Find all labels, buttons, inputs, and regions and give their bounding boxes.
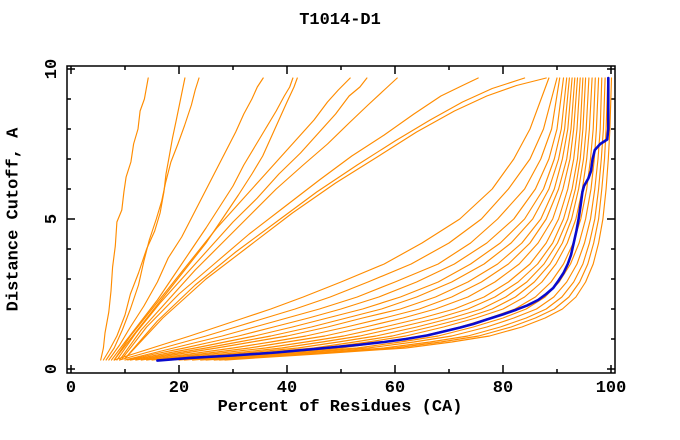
model-curve — [200, 77, 600, 361]
model-curve — [224, 77, 613, 361]
model-curve — [170, 77, 587, 361]
model-curve — [135, 77, 570, 361]
model-curve — [178, 77, 590, 361]
model-curve — [218, 77, 609, 361]
model-curve — [156, 77, 581, 361]
model-curve — [113, 77, 550, 361]
model-curve — [119, 77, 558, 361]
model-curve — [100, 77, 149, 361]
model-curve — [124, 77, 526, 360]
model-curve — [124, 77, 561, 361]
model-curve — [116, 77, 368, 361]
model-curve — [127, 77, 565, 361]
model-curve — [110, 77, 294, 361]
model-curve — [146, 77, 576, 361]
x-tick-label: 80 — [493, 379, 513, 398]
x-tick-label: 100 — [596, 379, 627, 398]
model-curve — [113, 77, 351, 361]
x-tick-label: 60 — [385, 379, 405, 398]
y-tick-label: 10 — [43, 59, 62, 79]
model-curve — [129, 77, 568, 361]
model-curve — [113, 77, 298, 361]
x-tick-label: 0 — [66, 379, 76, 398]
model-curve — [119, 77, 398, 361]
y-tick-label: 5 — [43, 214, 62, 224]
chart-title: T1014-D1 — [299, 11, 381, 30]
model-curve — [108, 77, 264, 361]
model-curve — [183, 77, 593, 361]
model-curve — [151, 77, 579, 361]
model-curve — [213, 77, 606, 361]
model-curve — [205, 77, 603, 361]
model-curve — [124, 77, 547, 360]
x-axis-label: Percent of Residues (CA) — [217, 398, 463, 417]
highlighted-model-curve — [156, 76, 610, 362]
model-curve — [140, 77, 573, 361]
y-tick-label: 0 — [43, 364, 62, 374]
model-curve — [164, 77, 584, 361]
model-curve — [121, 77, 479, 360]
x-tick-label: 20 — [169, 379, 189, 398]
model-curve — [105, 77, 200, 361]
model-curve — [102, 77, 186, 361]
x-tick-label: 40 — [277, 379, 297, 398]
